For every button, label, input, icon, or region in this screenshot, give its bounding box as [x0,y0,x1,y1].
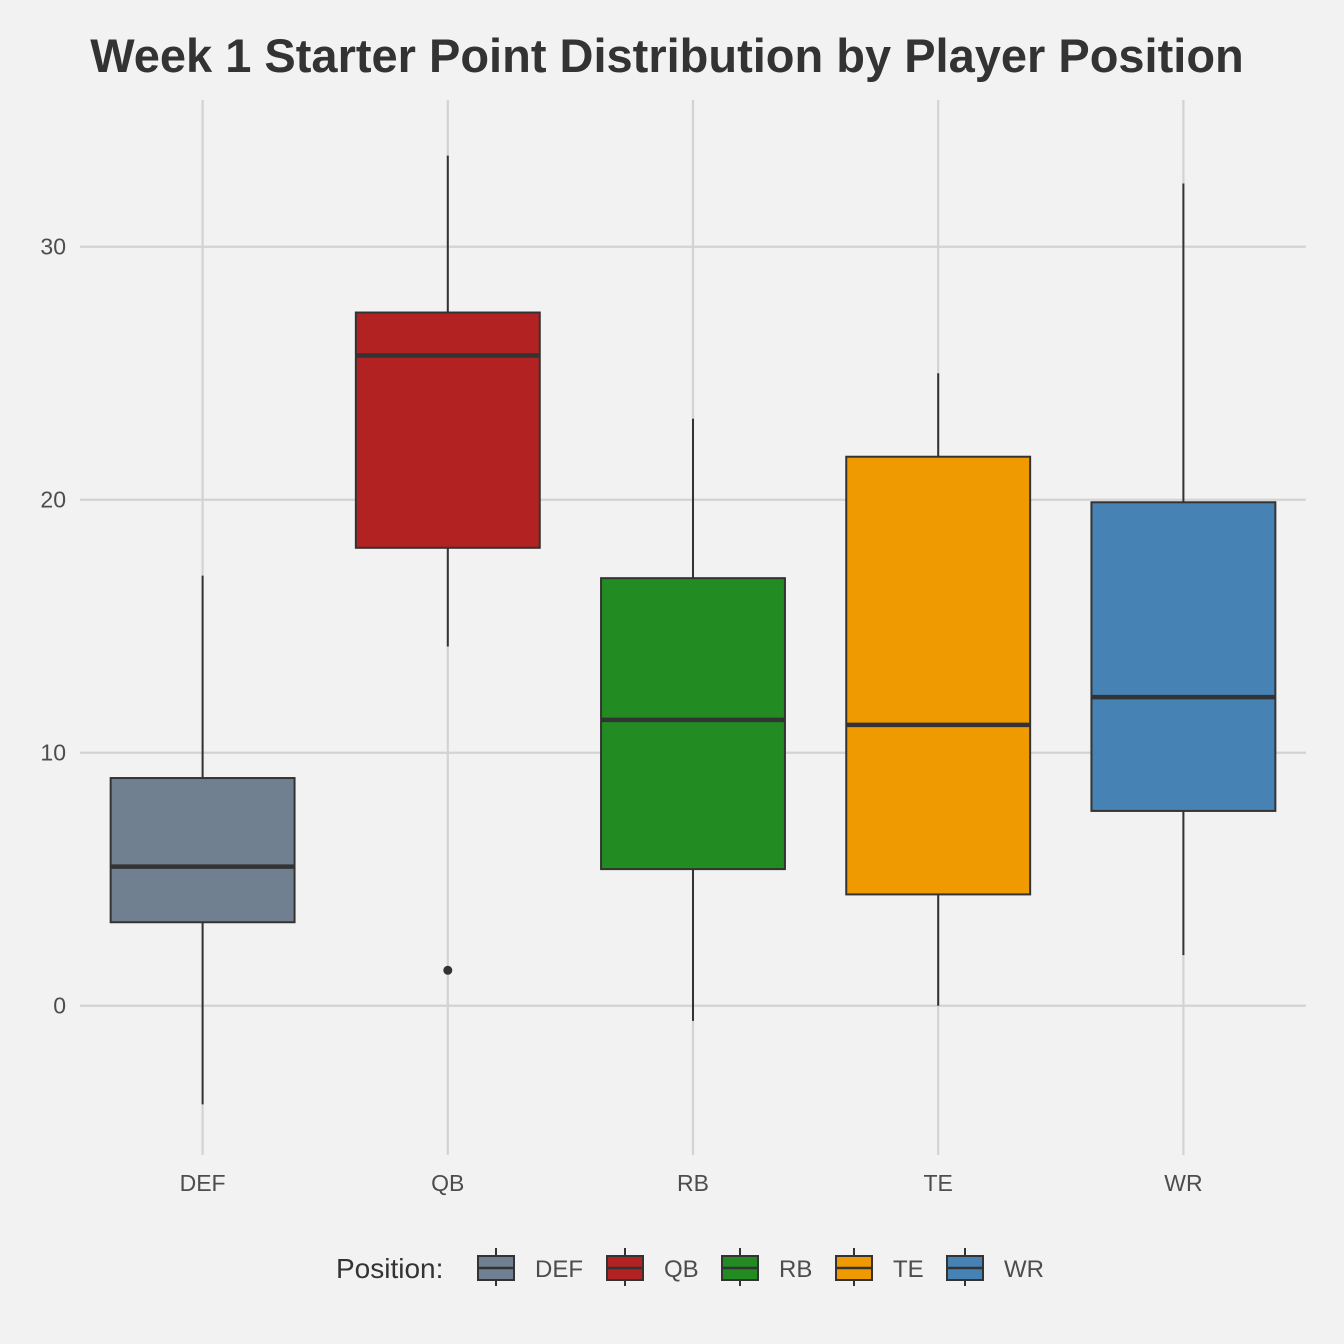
legend-label: QB [664,1256,699,1283]
box-qb [354,155,541,975]
chart-title: Week 1 Starter Point Distribution by Pla… [90,29,1244,82]
x-tick-label: TE [924,1170,953,1196]
box-rb [600,418,786,1021]
x-tick-label: DEF [180,1170,226,1196]
legend-item-qb: QB [606,1248,699,1286]
box-iqr [109,777,296,924]
legend-label: RB [779,1256,812,1283]
box-def [109,575,296,1105]
legend-title: Position: [336,1253,443,1284]
box-te [845,373,1032,1006]
legend-item-rb: RB [721,1248,812,1286]
legend-label: DEF [535,1256,583,1283]
box-wr [1090,183,1277,956]
y-tick-label: 0 [53,993,66,1019]
x-tick-label: QB [431,1170,464,1196]
box-iqr [600,577,786,871]
box-iqr [845,455,1032,896]
legend-label: WR [1004,1256,1044,1283]
legend-item-te: TE [835,1248,924,1286]
y-tick-label: 10 [40,740,66,766]
box-iqr [1090,501,1277,812]
outlier-point [443,965,453,975]
y-tick-label: 30 [40,234,66,260]
x-tick-label: WR [1164,1170,1202,1196]
legend-item-def: DEF [477,1248,583,1286]
y-tick-label: 20 [40,487,66,513]
box-iqr [354,311,541,549]
legend-label: TE [893,1256,924,1283]
x-tick-label: RB [677,1170,709,1196]
legend-item-wr: WR [946,1248,1044,1286]
